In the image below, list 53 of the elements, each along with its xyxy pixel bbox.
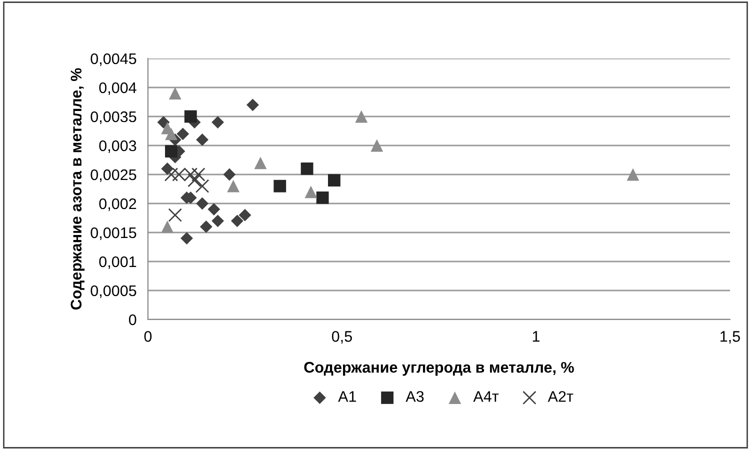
y-tick-label: 0 — [128, 314, 136, 326]
y-tick-label: 0,0025 — [90, 169, 136, 182]
point — [238, 208, 252, 222]
y-tick-label: 0,002 — [99, 198, 136, 211]
point — [227, 180, 240, 192]
point — [196, 197, 208, 210]
point — [195, 179, 210, 194]
x-tick-label: 0 — [144, 331, 152, 342]
point — [196, 133, 208, 146]
point — [254, 156, 267, 170]
point — [355, 110, 368, 123]
point — [161, 220, 174, 233]
point — [300, 162, 314, 175]
legend-label: А2т — [548, 391, 574, 402]
y-tick-label: 0,001 — [99, 256, 136, 269]
point — [165, 128, 178, 140]
point — [200, 220, 212, 233]
y-tick-label: 0,003 — [99, 140, 136, 153]
point — [165, 145, 178, 158]
point — [274, 180, 286, 192]
y-tick-label: 0,0035 — [90, 111, 136, 124]
y-tick-label: 0,0045 — [90, 53, 136, 66]
point — [168, 208, 182, 222]
point — [246, 98, 259, 112]
point — [304, 186, 318, 198]
point — [180, 232, 193, 245]
point — [176, 128, 190, 140]
point — [208, 203, 220, 216]
point — [316, 191, 329, 204]
y-tick-label: 0,0005 — [90, 285, 136, 298]
point — [184, 110, 197, 123]
x-tick-label: 1,5 — [720, 331, 740, 344]
point — [164, 168, 178, 182]
y-tick-label: 0,004 — [99, 82, 136, 95]
legend-label: А4т — [473, 391, 499, 402]
y-axis-title: Содержание азота в металле, % — [70, 68, 85, 310]
point — [626, 168, 640, 181]
point — [223, 168, 236, 181]
point — [188, 173, 202, 188]
point — [212, 116, 224, 129]
point — [191, 168, 206, 182]
x-tick-label: 1 — [532, 331, 540, 342]
point — [370, 139, 384, 152]
point — [168, 87, 182, 100]
point — [328, 174, 340, 187]
legend-label: А1 — [338, 391, 356, 402]
x-axis-title: Содержание углерода в металле, % — [304, 362, 574, 376]
x-tick-label: 0,5 — [332, 331, 352, 344]
y-tick-label: 0,0015 — [90, 227, 136, 240]
point — [230, 214, 244, 228]
point — [157, 116, 170, 129]
legend-label: А3 — [406, 391, 424, 402]
point — [212, 214, 224, 228]
